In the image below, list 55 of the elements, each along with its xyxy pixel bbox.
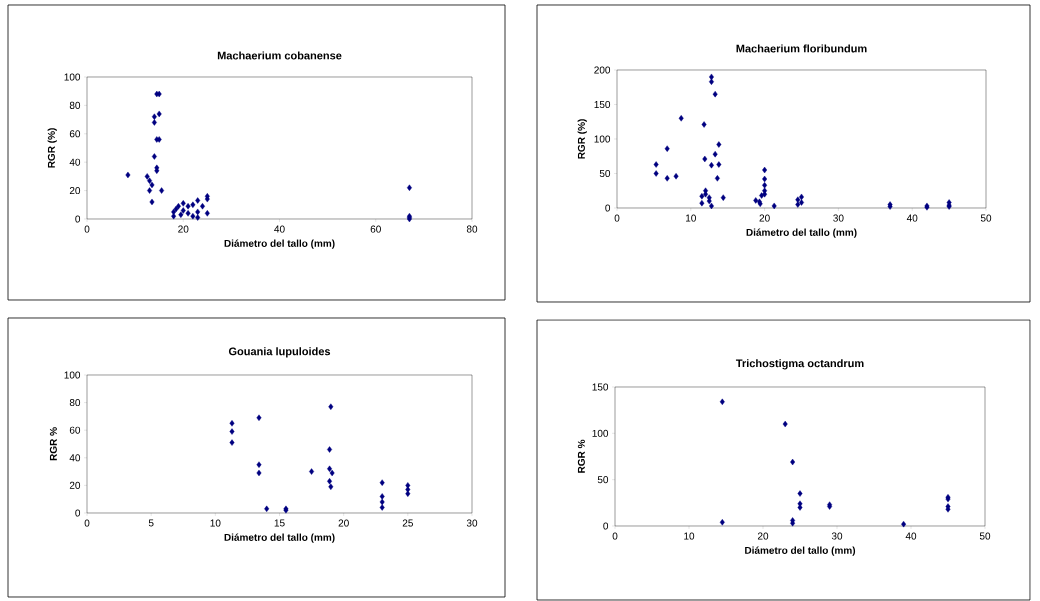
y-tick-label: 200 [594, 66, 611, 74]
x-tick-label: 20 [759, 214, 770, 222]
y-tick-label: 100 [594, 135, 611, 143]
y-tick-label: 20 [69, 187, 81, 195]
x-tick-label: 20 [178, 225, 189, 233]
x-tick-label: 0 [84, 519, 90, 527]
y-axis-title: RGR (%) [47, 128, 57, 168]
x-tick-label: 40 [905, 532, 917, 540]
x-tick-label: 30 [833, 214, 844, 222]
x-tick-label: 30 [831, 532, 843, 540]
x-tick-label: 50 [980, 214, 992, 222]
x-axis-title: Diámetro del tallo (mm) [224, 533, 335, 543]
chart-title: Trichostigma octandrum [735, 359, 864, 370]
y-tick-label: 150 [592, 383, 609, 391]
x-tick-label: 50 [979, 532, 991, 540]
y-axis-title: RGR (%) [577, 119, 587, 159]
y-tick-label: 60 [69, 426, 81, 434]
y-tick-label: 100 [64, 371, 81, 379]
x-tick-label: 5 [148, 519, 154, 527]
y-tick-label: 80 [69, 399, 81, 407]
y-tick-label: 0 [75, 509, 81, 517]
x-tick-label: 40 [906, 214, 918, 222]
x-tick-label: 40 [274, 225, 285, 233]
x-axis-title: Diámetro del tallo (mm) [224, 239, 335, 249]
x-tick-label: 0 [614, 214, 620, 222]
y-tick-label: 0 [605, 204, 611, 212]
chart-title: Machaerium cobanense [217, 51, 342, 60]
y-tick-label: 100 [64, 73, 81, 81]
x-tick-label: 20 [757, 532, 769, 540]
x-axis-title: Diámetro del tallo (mm) [745, 546, 856, 556]
x-tick-label: 80 [466, 225, 478, 233]
x-tick-label: 20 [338, 519, 349, 527]
y-tick-label: 50 [599, 169, 611, 178]
y-tick-label: 50 [597, 476, 609, 484]
x-tick-label: 10 [210, 519, 221, 527]
x-tick-label: 10 [686, 214, 696, 222]
y-axis-title: RGR % [577, 439, 585, 473]
x-tick-label: 10 [684, 532, 695, 540]
x-tick-label: 60 [370, 225, 381, 233]
y-tick-label: 40 [69, 454, 81, 462]
y-tick-label: 40 [69, 158, 81, 166]
y-tick-label: 100 [592, 429, 609, 437]
x-tick-label: 15 [274, 519, 285, 527]
y-tick-label: 150 [594, 100, 611, 109]
y-axis-title: RGR % [49, 427, 57, 461]
x-tick-label: 30 [466, 519, 478, 527]
chart-title: Gouania lupuloides [228, 347, 331, 358]
y-tick-label: 60 [69, 130, 81, 138]
chart-title: Machaerium floribundum [736, 44, 867, 53]
x-tick-label: 0 [612, 532, 618, 540]
y-tick-label: 80 [69, 101, 81, 109]
x-tick-label: 0 [84, 225, 90, 233]
x-tick-label: 25 [402, 519, 413, 527]
y-tick-label: 20 [69, 481, 81, 489]
x-axis-title: Diámetro del tallo (mm) [746, 228, 857, 238]
